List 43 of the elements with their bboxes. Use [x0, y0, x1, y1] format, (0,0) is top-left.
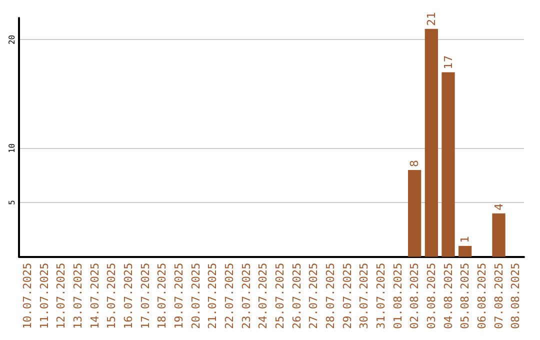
y-tick-label: 5 [8, 200, 16, 205]
x-tick-label: 18.07.2025 [156, 262, 169, 330]
x-tick-label: 21.07.2025 [206, 262, 220, 330]
x-tick-label: 11.07.2025 [38, 262, 51, 330]
x-tick-label: 23.07.2025 [240, 262, 253, 330]
x-tick-label: 17.07.2025 [138, 262, 152, 330]
bar [458, 246, 472, 257]
x-tick-label: 31.07.2025 [374, 262, 388, 330]
x-tick-label: 05.08.2025 [458, 262, 472, 330]
data-label: 17 [442, 55, 455, 70]
x-tick-label: 25.07.2025 [273, 262, 286, 330]
x-tick-label: 01.08.2025 [391, 262, 404, 330]
x-tick-label: 26.07.2025 [290, 262, 304, 330]
x-tick-label: 10.07.2025 [20, 262, 34, 330]
x-tick-label: 08.08.2025 [509, 262, 522, 330]
x-tick-label: 12.07.2025 [54, 262, 68, 330]
x-tick-label: 24.07.2025 [256, 262, 270, 330]
x-tick-label: 27.07.2025 [307, 262, 320, 330]
x-tick-label: 04.08.2025 [442, 262, 455, 330]
x-tick-label: 20.07.2025 [189, 262, 202, 330]
y-tick-label: 20 [8, 34, 16, 45]
x-tick-label: 19.07.2025 [172, 262, 186, 330]
x-tick-label: 16.07.2025 [122, 262, 135, 330]
x-tick-label: 07.08.2025 [492, 262, 506, 330]
bar [424, 28, 438, 257]
x-tick-label: 02.08.2025 [408, 262, 422, 330]
x-tick-label: 06.08.2025 [475, 262, 488, 330]
x-tick-label: 14.07.2025 [88, 262, 102, 330]
x-tick-label: 22.07.2025 [222, 262, 236, 330]
data-label: 8 [408, 160, 422, 167]
x-tick-label: 13.07.2025 [71, 262, 84, 330]
x-tick-label: 29.07.2025 [340, 262, 354, 330]
bar [492, 213, 506, 257]
x-tick-label: 28.07.2025 [324, 262, 337, 330]
bar [442, 72, 455, 257]
data-label: 21 [424, 12, 438, 26]
x-tick-label: 15.07.2025 [105, 262, 118, 330]
data-label: 1 [458, 236, 472, 243]
y-tick-label: 10 [8, 143, 16, 154]
x-tick-label: 30.07.2025 [358, 262, 371, 330]
data-label: 4 [492, 203, 506, 210]
bar [408, 170, 422, 257]
x-tick-label: 03.08.2025 [424, 262, 438, 330]
